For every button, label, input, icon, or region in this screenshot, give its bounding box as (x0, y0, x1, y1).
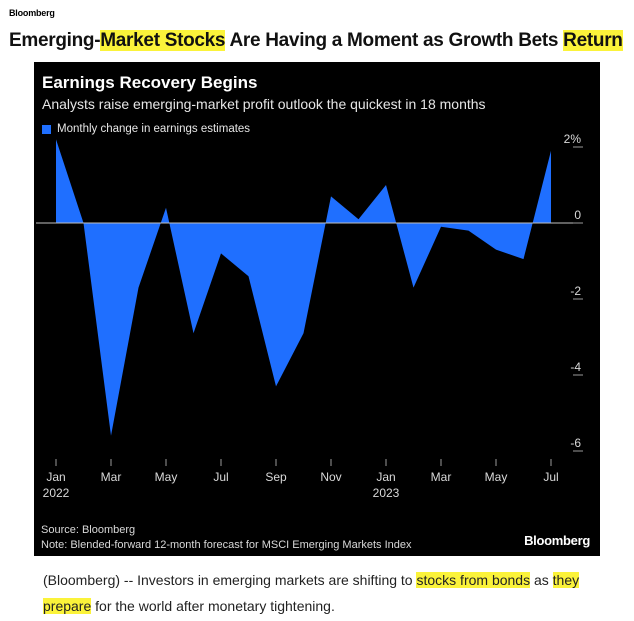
x-tick-label: Jan (376, 470, 395, 484)
headline-part: Emerging- (9, 30, 101, 51)
lede-part: for the world after monetary tightening. (91, 598, 335, 614)
chart-note: Note: Blended-forward 12-month forecast … (41, 539, 412, 551)
bloomberg-logo: Bloomberg (524, 533, 590, 548)
x-tick-label: Mar (431, 470, 452, 484)
x-tick-label: Jan (46, 470, 65, 484)
legend-label: Monthly change in earnings estimates (57, 123, 251, 135)
x-tick-label: Jul (213, 470, 228, 484)
chart-subtitle: Analysts raise emerging-market profit ou… (42, 96, 486, 112)
x-tick-year-label: 2023 (373, 486, 400, 500)
x-tick-label: Sep (265, 470, 287, 484)
headline-part: Are Having a Moment as Growth Bets (225, 30, 564, 51)
area-chart: 2% 0 -2 -4 -6 Jan 2022 Mar May Jul Sep Nov Jan 2023 Ma… (36, 132, 583, 500)
article-headline[interactable]: Emerging-Market Stocks Are Having a Mome… (9, 30, 629, 52)
y-tick-label: 0 (574, 208, 581, 222)
y-tick-label: -2 (570, 284, 581, 298)
x-tick-label: Jul (543, 470, 558, 484)
lede-part: (Bloomberg) -- Investors in emerging mar… (43, 572, 417, 588)
lede-part: as (530, 572, 553, 588)
headline-highlight: Market Stocks (100, 30, 226, 51)
lede-highlight: stocks from bonds (416, 572, 531, 588)
y-tick-label: 2% (564, 132, 582, 146)
chart-title: Earnings Recovery Begins (42, 73, 258, 92)
chart-panel: 2% 0 -2 -4 -6 Jan 2022 Mar May Jul Sep Nov Jan 2023 Ma… (34, 62, 600, 556)
chart-source: Source: Bloomberg (41, 524, 136, 536)
y-tick-label: -6 (570, 436, 581, 450)
x-tick-label: May (155, 470, 178, 484)
y-tick-label: -4 (570, 360, 581, 374)
x-tick-label: Nov (320, 470, 341, 484)
x-tick-label: May (485, 470, 508, 484)
x-tick-label: Mar (101, 470, 122, 484)
article-lede: (Bloomberg) -- Investors in emerging mar… (43, 567, 623, 619)
headline-highlight: Return (563, 30, 623, 51)
legend-swatch (42, 124, 51, 134)
bloomberg-wordmark: Bloomberg (9, 8, 55, 18)
x-tick-year-label: 2022 (43, 486, 70, 500)
chart-legend: Monthly change in earnings estimates (42, 123, 250, 135)
area-series (56, 139, 551, 436)
